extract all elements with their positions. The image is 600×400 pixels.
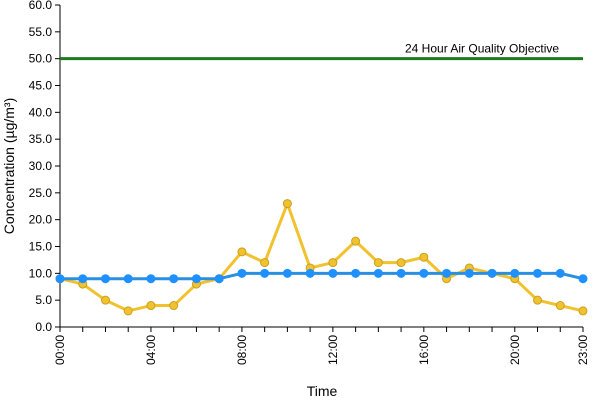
y-tick-label: 40.0 — [29, 105, 53, 119]
y-tick-label: 30.0 — [29, 159, 53, 173]
data-point — [578, 274, 588, 284]
y-tick-label: 60.0 — [29, 0, 53, 12]
data-point — [328, 258, 338, 268]
data-point — [578, 306, 588, 316]
y-tick-label: 25.0 — [29, 186, 53, 200]
data-point — [260, 258, 270, 268]
data-point — [510, 268, 520, 278]
series-line — [59, 202, 584, 313]
data-point — [146, 274, 156, 284]
data-point — [442, 268, 452, 278]
data-point — [419, 268, 429, 278]
y-tick-label: 0.0 — [35, 320, 52, 334]
y-tick-label: 15.0 — [29, 240, 53, 254]
data-point — [100, 295, 110, 305]
data-point — [214, 274, 224, 284]
y-tick-label: 55.0 — [29, 25, 53, 39]
y-tick-label: 5.0 — [35, 293, 52, 307]
y-tick-label: 10.0 — [29, 266, 53, 280]
x-tick-label: 00:00 — [53, 335, 67, 365]
data-point — [533, 295, 543, 305]
data-point — [396, 258, 406, 268]
data-point — [78, 274, 88, 284]
x-tick-label: 16:00 — [417, 335, 431, 365]
x-axis-title: Time — [307, 383, 338, 399]
series-1 — [55, 199, 588, 316]
data-point — [237, 268, 247, 278]
data-point — [146, 301, 156, 311]
data-point — [555, 301, 565, 311]
series-layer — [55, 199, 588, 316]
data-point — [169, 274, 179, 284]
data-point — [373, 258, 383, 268]
y-tick-label: 45.0 — [29, 79, 53, 93]
data-point — [169, 301, 179, 311]
data-point — [100, 274, 110, 284]
axes: 0.0 5.0 10.0 15.0 20.0 25.0 30.0 35.0 40.0 45.0 50… — [29, 0, 590, 365]
data-point — [282, 268, 292, 278]
data-point — [123, 306, 133, 316]
data-point — [373, 268, 383, 278]
data-point — [260, 268, 270, 278]
x-tick-label: 12:00 — [326, 335, 340, 365]
data-point — [487, 268, 497, 278]
objective-label: 24 Hour Air Quality Objective — [405, 42, 559, 56]
x-tick-label: 23:00 — [576, 335, 590, 365]
data-point — [328, 268, 338, 278]
data-point — [419, 252, 429, 262]
y-tick-label: 35.0 — [29, 132, 53, 146]
data-point — [464, 268, 474, 278]
y-tick-label: 50.0 — [29, 52, 53, 66]
data-point — [237, 247, 247, 257]
data-point — [396, 268, 406, 278]
data-point — [533, 268, 543, 278]
x-tick-label: 20:00 — [508, 335, 522, 365]
data-point — [191, 274, 201, 284]
objective-layer: 24 Hour Air Quality Objective — [60, 42, 583, 61]
data-point — [282, 199, 292, 209]
x-tick-label: 04:00 — [144, 335, 158, 365]
data-point — [351, 236, 361, 246]
y-axis-title: Concentration (µg/m³) — [1, 98, 17, 234]
x-tick-label: 08:00 — [235, 335, 249, 365]
data-point — [351, 268, 361, 278]
data-point — [555, 268, 565, 278]
data-point — [123, 274, 133, 284]
y-tick-label: 20.0 — [29, 213, 53, 227]
data-point — [305, 268, 315, 278]
data-point — [55, 274, 65, 284]
series-2 — [55, 268, 588, 284]
